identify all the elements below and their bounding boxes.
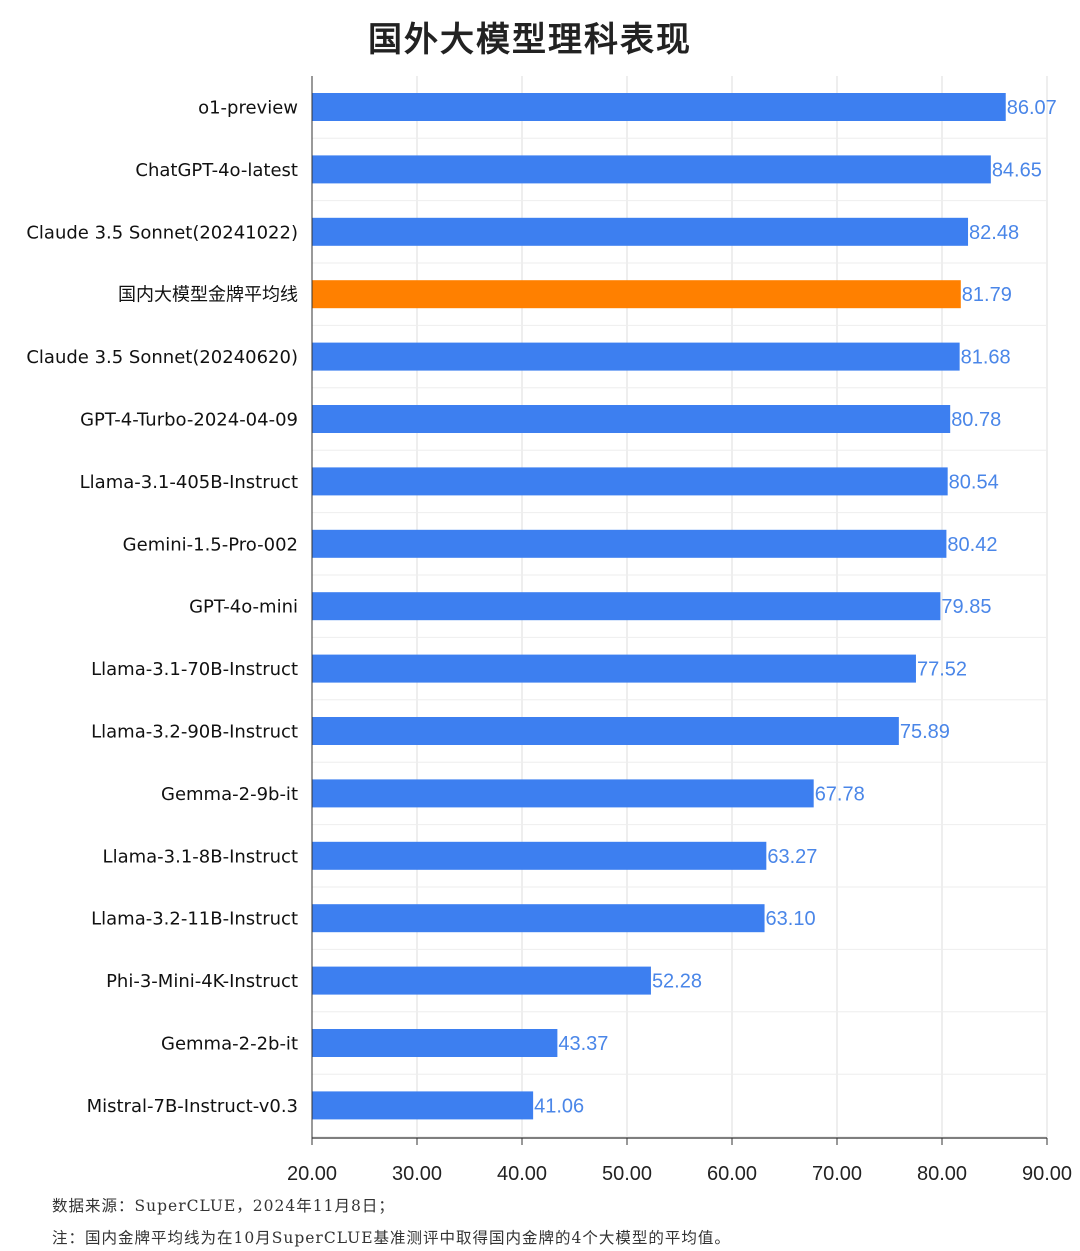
bar [312,592,941,621]
x-tick-label: 20.00 [287,1163,337,1185]
data-source-note: 数据来源：SuperCLUE，2024年11月8日； [52,1197,395,1215]
bar-chart: o1-preview 86.07 ChatGPT-4o-latest 84.65 Cla… [26,76,1072,1185]
x-tick-label: 90.00 [1022,1163,1072,1185]
category-label: 国内大模型金牌平均线 [118,285,298,306]
category-label: Claude 3.5 Sonnet(20240620) [26,347,298,368]
category-label: GPT-4o-mini [189,597,298,618]
category-label: Claude 3.5 Sonnet(20241022) [26,222,298,243]
value-label: 80.42 [947,534,997,556]
value-label: 86.07 [1007,97,1057,119]
bar [312,93,1006,121]
x-tick-label: 60.00 [707,1163,757,1185]
bar [312,280,961,309]
category-label: ChatGPT-4o-latest [135,160,298,181]
bars: o1-preview 86.07 ChatGPT-4o-latest 84.65 Cla… [26,93,1057,1120]
bar [312,405,951,433]
value-label: 41.06 [534,1095,584,1117]
category-label: Mistral-7B-Instruct-v0.3 [87,1096,298,1117]
value-label: 82.48 [969,222,1019,244]
bar [312,717,899,745]
bar [312,654,916,683]
value-label: 63.27 [767,846,817,868]
value-label: 67.78 [815,783,865,805]
bar [312,467,948,496]
category-label: Gemini-1.5-Pro-002 [123,534,298,555]
category-label: Llama-3.2-11B-Instruct [91,909,298,930]
category-label: Llama-3.1-70B-Instruct [91,659,298,680]
x-tick-label: 30.00 [392,1163,442,1185]
bar [312,529,947,558]
x-tick-label: 70.00 [812,1163,862,1185]
x-tick-label: 50.00 [602,1163,652,1185]
category-label: Llama-3.1-405B-Instruct [80,472,298,493]
value-label: 52.28 [652,971,702,993]
bar [312,155,991,184]
category-label: o1-preview [198,98,298,119]
bar [312,342,960,371]
bar [312,1091,534,1120]
x-tick-label: 40.00 [497,1163,547,1185]
value-label: 81.68 [961,347,1011,369]
category-label: Gemma-2-2b-it [161,1034,298,1055]
bar [312,779,814,808]
category-label: Phi-3-Mini-4K-Instruct [106,971,298,992]
value-label: 80.54 [949,471,999,493]
x-axis: 20.00 30.00 40.00 50.00 60.00 70.00 80.00 90.00 [287,76,1072,1185]
value-label: 81.79 [962,284,1012,306]
value-label: 63.10 [766,908,816,930]
bar [312,904,765,933]
value-label: 80.78 [951,409,1001,431]
bar [312,1029,558,1057]
category-label: Llama-3.1-8B-Instruct [103,846,298,867]
grid-lines [311,76,1048,1138]
value-label: 43.37 [558,1033,608,1055]
category-label: GPT-4-Turbo-2024-04-09 [80,410,298,431]
chart-title: 国外大模型理科表现 [368,20,692,60]
value-label: 84.65 [992,159,1042,181]
bar [312,841,767,870]
value-label: 77.52 [917,659,967,681]
category-label: Llama-3.2-90B-Instruct [91,722,298,743]
value-label: 79.85 [941,596,991,618]
category-label: Gemma-2-9b-it [161,784,298,805]
value-label: 75.89 [900,721,950,743]
bar [312,217,969,246]
footnote: 注：国内金牌平均线为在10月SuperCLUE基准测评中取得国内金牌的4个大模型… [52,1229,731,1247]
bar [312,966,651,995]
x-tick-label: 80.00 [917,1163,967,1185]
